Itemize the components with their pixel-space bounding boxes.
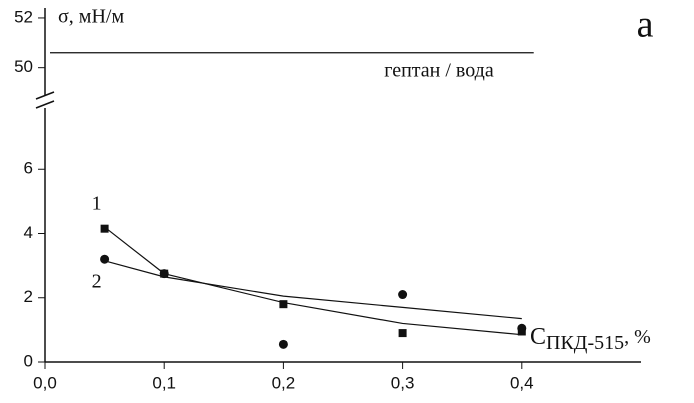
x-tick-label: 0,1 <box>152 373 176 392</box>
x-tick-label: 0,4 <box>510 373 534 392</box>
x-tick-label: 0,3 <box>391 373 415 392</box>
point <box>279 300 288 309</box>
y-tick-label: 4 <box>24 223 33 242</box>
fit-line <box>104 226 522 336</box>
axis-break <box>35 91 55 100</box>
point <box>159 269 169 279</box>
point <box>517 323 527 333</box>
point <box>278 339 288 349</box>
x-tick-label: 0,2 <box>272 373 296 392</box>
point <box>100 224 109 233</box>
y-tick-label: 2 <box>24 287 33 306</box>
point <box>398 329 407 338</box>
y-tick-label: 50 <box>14 57 33 76</box>
x-label-symbol: C <box>530 324 546 350</box>
x-axis-label: CПКД-515, % <box>530 324 651 354</box>
point <box>100 254 110 264</box>
series-label: 2 <box>92 270 102 292</box>
x-label-subscript: ПКД-515 <box>546 332 624 354</box>
axis-break <box>35 100 55 109</box>
x-tick-label: 0,0 <box>33 373 57 392</box>
point <box>398 290 408 300</box>
y-tick-label: 52 <box>14 7 33 26</box>
panel-label: а <box>637 4 654 46</box>
y-tick-label: 6 <box>24 159 33 178</box>
reference-label: гептан / вода <box>384 59 494 81</box>
series-label: 1 <box>92 193 102 215</box>
y-tick-label: 0 <box>24 351 33 370</box>
x-label-unit: , % <box>624 326 651 348</box>
fit-line <box>104 260 522 320</box>
y-axis-label: σ, мН/м <box>58 6 124 28</box>
